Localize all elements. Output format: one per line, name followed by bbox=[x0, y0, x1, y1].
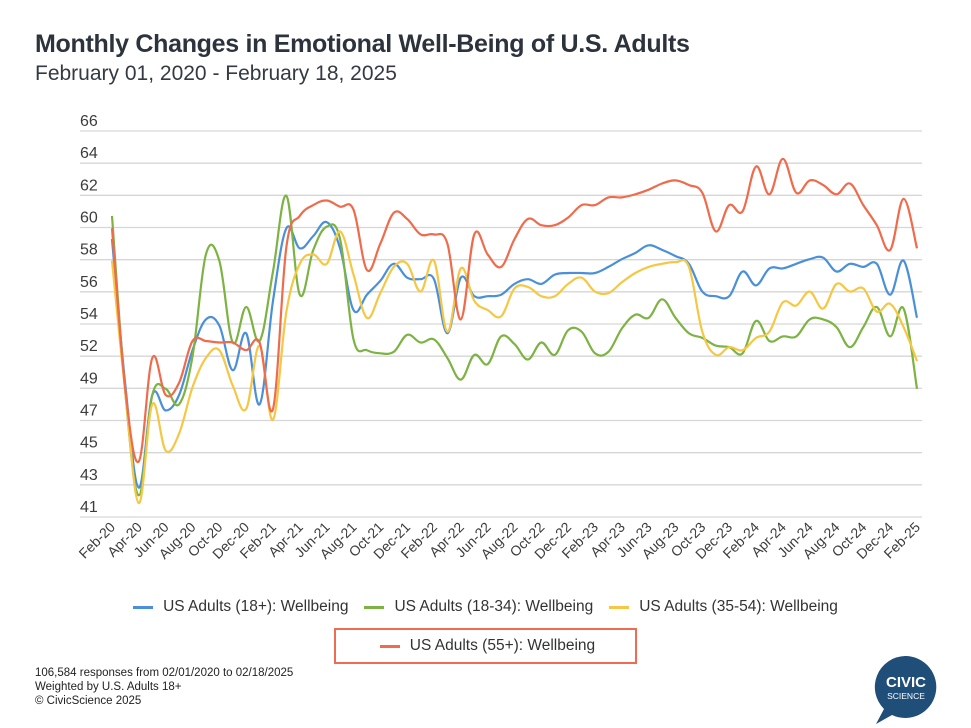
footer-weighting: Weighted by U.S. Adults 18+ bbox=[35, 681, 182, 693]
series-lines bbox=[110, 157, 919, 505]
legend-swatch-green bbox=[364, 605, 385, 609]
series-line-18-plus bbox=[110, 220, 919, 489]
legend-item-18-34[interactable]: US Adults (18-34): Wellbeing bbox=[364, 598, 593, 616]
legend-label: US Adults (35-54): Wellbeing bbox=[639, 598, 838, 615]
series-line-55-plus bbox=[110, 157, 919, 464]
legend-label: US Adults (55+): Wellbeing bbox=[409, 637, 596, 654]
chart-subtitle: February 01, 2020 - February 18, 2025 bbox=[35, 62, 397, 85]
y-tick-label: 60 bbox=[80, 210, 98, 227]
gridlines bbox=[80, 130, 922, 518]
y-tick-label: 54 bbox=[80, 306, 98, 323]
y-tick-label: 62 bbox=[80, 177, 98, 194]
footer-responses: 106,584 responses from 02/01/2020 to 02/… bbox=[35, 667, 294, 679]
legend-item-55-plus[interactable]: US Adults (55+): Wellbeing bbox=[333, 628, 638, 664]
legend-swatch-red bbox=[379, 644, 400, 648]
y-tick-label: 58 bbox=[80, 242, 98, 259]
legend-label: US Adults (18+): Wellbeing bbox=[163, 598, 349, 615]
legend: US Adults (18+): Wellbeing US Adults (18… bbox=[0, 598, 971, 616]
footer-notes: 106,584 responses from 02/01/2020 to 02/… bbox=[35, 666, 293, 708]
legend-swatch-yellow bbox=[609, 605, 630, 609]
series-line-35-54 bbox=[110, 230, 919, 505]
y-tick-label: 49 bbox=[80, 370, 98, 387]
footer-copyright: © CivicScience 2025 bbox=[35, 695, 142, 707]
x-axis: Feb-20Apr-20Jun-20Aug-20Oct-20Dec-20Feb-… bbox=[75, 519, 923, 562]
y-tick-label: 43 bbox=[80, 467, 98, 484]
legend-item-18-plus[interactable]: US Adults (18+): Wellbeing bbox=[133, 598, 348, 616]
legend-item-35-54[interactable]: US Adults (35-54): Wellbeing bbox=[609, 598, 838, 616]
chart-title: Monthly Changes in Emotional Well-Being … bbox=[35, 30, 690, 58]
logo-text-civic: CIVIC bbox=[886, 674, 926, 691]
legend-label: US Adults (18-34): Wellbeing bbox=[394, 598, 594, 615]
y-axis: 66 64 62 60 58 56 54 52 49 47 45 43 41 bbox=[80, 113, 98, 516]
logo-speech-bubble-icon bbox=[874, 655, 937, 724]
y-tick-label: 45 bbox=[80, 435, 98, 452]
civicscience-logo: CIVIC SCIENCE bbox=[874, 655, 937, 724]
line-chart: 66 64 62 60 58 56 54 52 49 47 45 43 41 Feb-20Apr-20J… bbox=[75, 113, 923, 562]
y-tick-label: 64 bbox=[80, 145, 98, 162]
y-tick-label: 47 bbox=[80, 403, 98, 420]
legend-row-2: US Adults (55+): Wellbeing bbox=[0, 628, 971, 664]
y-tick-label: 41 bbox=[80, 499, 98, 516]
series-line-18-34 bbox=[110, 194, 919, 497]
legend-swatch-blue bbox=[133, 605, 154, 609]
logo-text-science: SCIENCE bbox=[887, 691, 925, 701]
y-tick-label: 52 bbox=[80, 338, 98, 355]
y-tick-label: 66 bbox=[80, 113, 98, 130]
y-tick-label: 56 bbox=[80, 274, 98, 291]
